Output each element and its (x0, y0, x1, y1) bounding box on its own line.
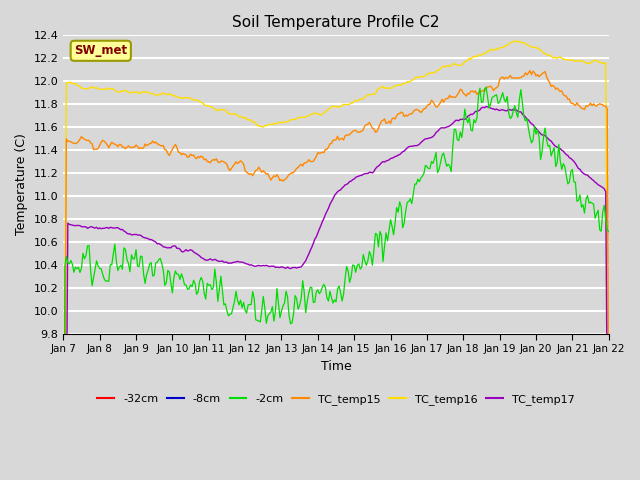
Line: TC_temp17: TC_temp17 (63, 107, 609, 480)
Title: Soil Temperature Profile C2: Soil Temperature Profile C2 (232, 15, 440, 30)
-2cm (401, 220, 408, 226)
Text: SW_met: SW_met (74, 44, 127, 57)
Legend: -32cm, -8cm, -2cm, TC_temp15, TC_temp16, TC_temp17: -32cm, -8cm, -2cm, TC_temp15, TC_temp16,… (93, 390, 579, 409)
TC_temp16 (370, 91, 378, 97)
-32cm (370, 365, 378, 371)
X-axis label: Time: Time (321, 360, 351, 372)
TC_temp15 (75, 139, 83, 144)
-32cm (75, 365, 83, 371)
TC_temp16 (401, 81, 408, 87)
-2cm (482, 84, 490, 90)
-32cm (60, 365, 67, 371)
Line: TC_temp15: TC_temp15 (63, 71, 609, 480)
-8cm (388, 365, 396, 371)
TC_temp15 (605, 443, 612, 449)
TC_temp17 (75, 223, 83, 228)
-8cm (605, 365, 612, 371)
-8cm (401, 365, 408, 371)
-32cm (161, 365, 169, 371)
TC_temp15 (540, 70, 547, 75)
-32cm (388, 365, 396, 371)
-2cm (605, 229, 612, 235)
-2cm (161, 283, 169, 288)
TC_temp17 (388, 155, 396, 161)
TC_temp16 (161, 91, 169, 97)
TC_temp16 (511, 38, 518, 44)
TC_temp16 (540, 50, 547, 56)
-8cm (60, 365, 67, 371)
TC_temp15 (388, 116, 396, 121)
-8cm (161, 365, 169, 371)
-8cm (75, 365, 83, 371)
-2cm (370, 247, 378, 253)
TC_temp17 (482, 104, 490, 109)
TC_temp15 (161, 147, 169, 153)
TC_temp15 (401, 114, 408, 120)
-32cm (401, 365, 408, 371)
TC_temp16 (388, 85, 396, 91)
TC_temp16 (75, 83, 83, 88)
Line: -2cm: -2cm (63, 87, 609, 480)
TC_temp15 (526, 68, 534, 73)
Line: TC_temp16: TC_temp16 (63, 41, 609, 480)
TC_temp17 (401, 148, 408, 154)
TC_temp17 (161, 244, 169, 250)
-8cm (538, 365, 546, 371)
-8cm (370, 365, 378, 371)
TC_temp15 (370, 126, 378, 132)
-2cm (388, 224, 396, 229)
-32cm (538, 365, 546, 371)
TC_temp17 (370, 168, 378, 174)
TC_temp17 (540, 132, 547, 138)
-32cm (605, 365, 612, 371)
-2cm (540, 133, 547, 139)
Y-axis label: Temperature (C): Temperature (C) (15, 133, 28, 235)
-2cm (75, 264, 83, 270)
